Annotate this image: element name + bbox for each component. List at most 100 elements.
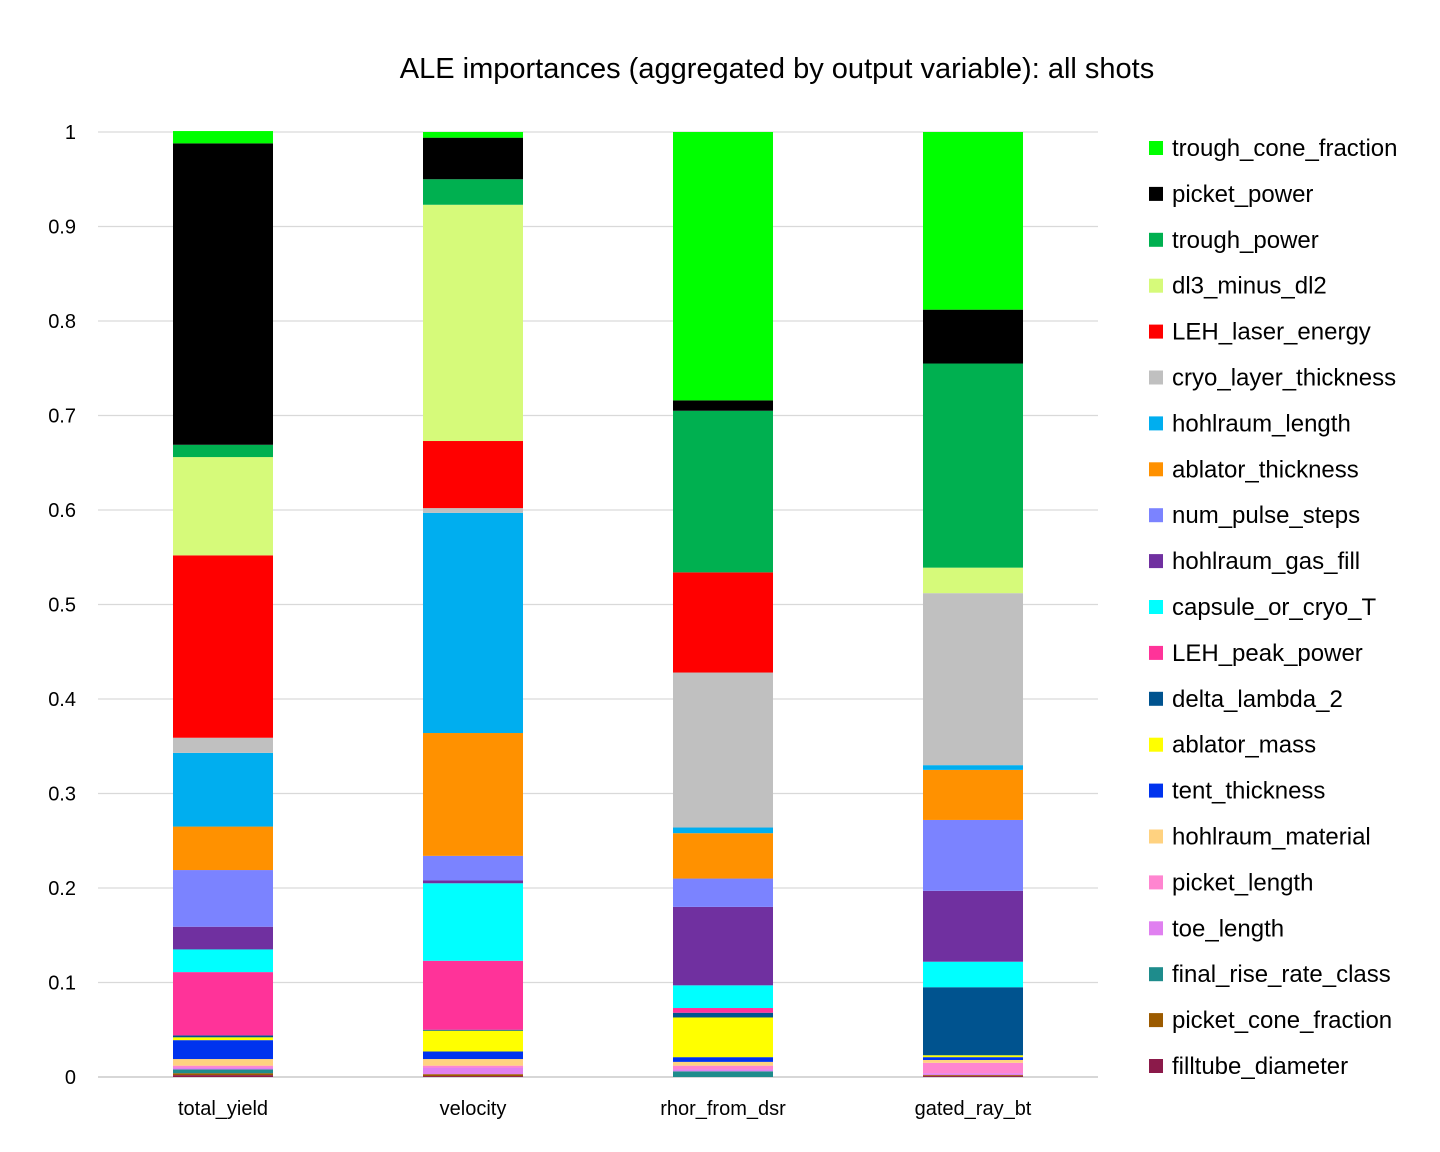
x-tick-label: rhor_from_dsr	[660, 1098, 786, 1120]
bar-segment-LEH-peak-power	[673, 1008, 773, 1013]
bar-segment-hohlraum-material	[923, 1059, 1023, 1063]
bar-segment-tent-thickness	[173, 1040, 273, 1060]
bar-segment-toe-length	[923, 1073, 1023, 1076]
bar-segment-capsule-or-cryo-T	[923, 961, 1023, 988]
legend-label: hohlraum_material	[1172, 824, 1371, 851]
bar-segment-ablator-mass	[173, 1037, 273, 1041]
bar-segment-hohlraum-gas-fill	[423, 880, 523, 884]
bar-segment-picket-cone-fraction	[423, 1074, 523, 1077]
bar-segment-LEH-peak-power	[423, 960, 523, 1030]
legend-label: trough_cone_fraction	[1172, 135, 1398, 162]
legend-label: cryo_layer_thickness	[1172, 365, 1396, 392]
bar-segment-filltube-diameter	[923, 1076, 1023, 1077]
legend-swatch	[1149, 921, 1163, 936]
bar-segment-hohlraum-gas-fill	[673, 906, 773, 986]
y-tick-label: 0.6	[48, 500, 76, 522]
y-tick-label: 0.4	[48, 689, 76, 711]
bar-segment-trough-power	[673, 410, 773, 573]
legend-swatch	[1149, 508, 1163, 523]
legend: trough_cone_fraction picket_power trough_p…	[1149, 135, 1398, 1080]
legend-label: tent_thickness	[1172, 778, 1325, 805]
bar-segment-dl3-minus-dl2	[923, 567, 1023, 594]
y-tick-label: 0.7	[48, 406, 76, 428]
legend-swatch	[1149, 600, 1163, 614]
legend-swatch	[1149, 691, 1163, 706]
legend-label: dl3_minus_dl2	[1172, 273, 1327, 300]
bar-segment-LEH-peak-power	[173, 972, 273, 1036]
y-tick-label: 0	[65, 1067, 76, 1089]
bar-segment-hohlraum-length	[923, 765, 1023, 770]
bar-segment-trough-power	[923, 363, 1023, 568]
bar-segment-picket-cone-fraction	[173, 1073, 273, 1076]
legend-label: capsule_or_cryo_T	[1172, 594, 1376, 621]
bar-segment-picket-power	[423, 137, 523, 180]
bar-segment-capsule-or-cryo-T	[423, 883, 523, 961]
bar-segment-tent-thickness	[423, 1051, 523, 1060]
bar-segment-toe-length	[423, 1067, 523, 1075]
y-tick-label: 0.8	[48, 311, 76, 333]
legend-label: hohlraum_length	[1172, 410, 1351, 437]
bar-segment-delta-lambda-2	[173, 1035, 273, 1038]
bar-segment-hohlraum-material	[173, 1059, 273, 1066]
bar-segment-tent-thickness	[673, 1057, 773, 1062]
bar-segment-final-rise-rate-class	[173, 1069, 273, 1074]
legend-label: delta_lambda_2	[1172, 686, 1343, 713]
bar-segment-hohlraum-material	[673, 1061, 773, 1066]
bar-segment-LEH-laser-energy	[173, 555, 273, 738]
bar-segment-hohlraum-length	[173, 752, 273, 827]
legend-swatch	[1149, 829, 1163, 844]
bar-segment-ablator-thickness	[673, 833, 773, 879]
bar-segment-hohlraum-length	[673, 827, 773, 834]
y-tick-label: 0.3	[48, 784, 76, 806]
bar-segment-tent-thickness	[923, 1057, 1023, 1060]
bar-segment-cryo-layer-thickness	[173, 737, 273, 753]
bar-segment-num-pulse-steps	[423, 855, 523, 881]
bar-segment-ablator-mass	[673, 1017, 773, 1058]
bar-segment-capsule-or-cryo-T	[673, 985, 773, 1009]
bar-segment-picket-cone-fraction	[923, 1075, 1023, 1077]
bar-segment-num-pulse-steps	[673, 878, 773, 907]
bar-segment-LEH-laser-energy	[423, 441, 523, 509]
bar-segment-picket-power	[173, 143, 273, 445]
bar-segment-LEH-laser-energy	[673, 572, 773, 673]
legend-swatch	[1149, 645, 1163, 660]
bar-segment-hohlraum-length	[423, 512, 523, 734]
x-axis: total_yield velocity rhor_from_dsr gated_ra…	[178, 1098, 1032, 1120]
x-tick-label: velocity	[440, 1098, 507, 1120]
bar-segment-hohlraum-gas-fill	[923, 890, 1023, 962]
bar-segment-hohlraum-gas-fill	[173, 926, 273, 950]
bar-segment-trough-cone-fraction	[673, 132, 773, 401]
legend-label: ablator_mass	[1172, 732, 1316, 759]
legend-swatch	[1149, 416, 1163, 431]
x-tick-label: total_yield	[178, 1098, 268, 1120]
x-tick-label: gated_ray_bt	[915, 1098, 1032, 1120]
bar-segment-ablator-mass	[423, 1030, 523, 1052]
bar-segment-trough-cone-fraction	[923, 132, 1023, 310]
legend-label: final_rise_rate_class	[1172, 961, 1391, 988]
chart-title: ALE importances (aggregated by output va…	[400, 53, 1154, 85]
legend-label: hohlraum_gas_fill	[1172, 548, 1360, 575]
legend-swatch	[1149, 1013, 1163, 1028]
y-tick-label: 0.9	[48, 217, 76, 239]
bar-segment-trough-power	[423, 179, 523, 205]
legend-swatch	[1149, 875, 1163, 890]
bar-segment-picket-length	[923, 1062, 1023, 1074]
bar-segment-picket-power	[673, 400, 773, 411]
legend-swatch	[1149, 278, 1163, 293]
bar-segment-cryo-layer-thickness	[423, 508, 523, 513]
y-tick-label: 0.5	[48, 595, 76, 617]
bar-segment-trough-power	[173, 444, 273, 458]
legend-label: picket_cone_fraction	[1172, 1007, 1392, 1034]
bar-segment-ablator-thickness	[923, 769, 1023, 820]
legend-swatch	[1149, 783, 1163, 798]
bar-segment-trough-cone-fraction	[173, 131, 273, 144]
legend-label: toe_length	[1172, 915, 1284, 942]
bar-segment-filltube-diameter	[423, 1076, 523, 1077]
legend-label: picket_length	[1172, 869, 1313, 896]
legend-swatch	[1149, 141, 1163, 155]
bars	[173, 131, 1023, 1077]
bar-segment-hohlraum-material	[423, 1059, 523, 1066]
bar-segment-dl3-minus-dl2	[423, 204, 523, 442]
legend-label: picket_power	[1172, 181, 1313, 208]
